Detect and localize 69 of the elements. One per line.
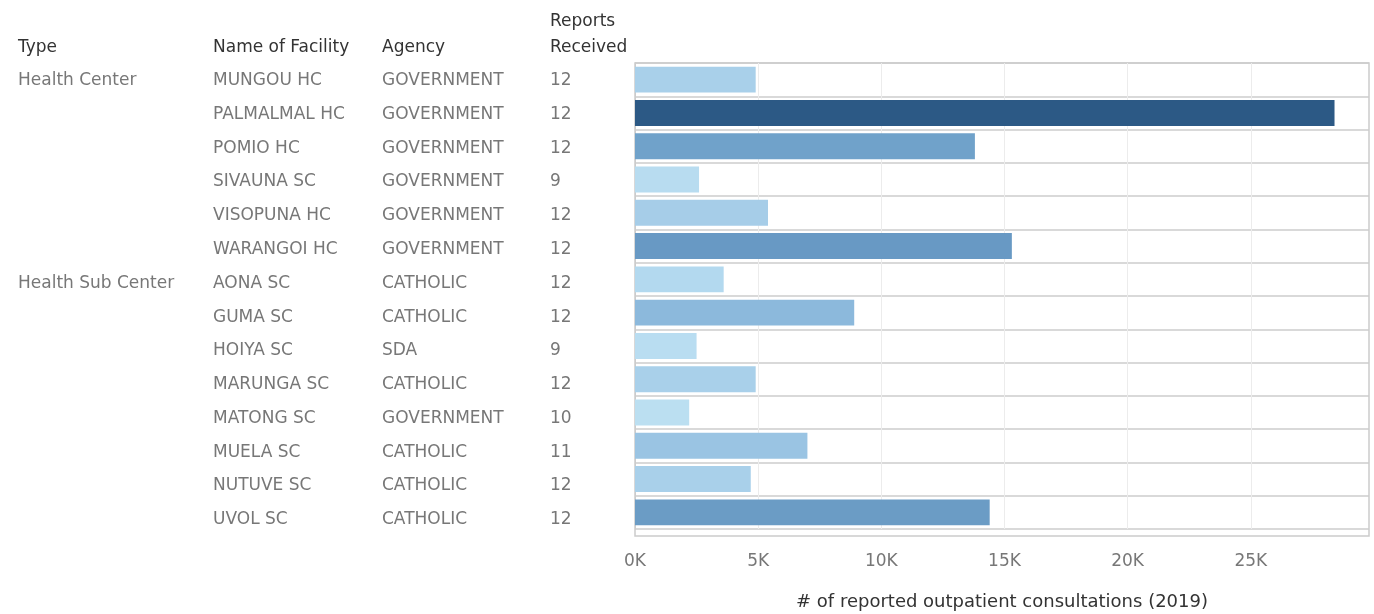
category-label: 9 [550, 338, 561, 362]
bar [635, 199, 769, 226]
category-label: UVOL SC [213, 507, 288, 531]
category-label: AONA SC [213, 270, 291, 294]
category-label: SDA [382, 338, 418, 362]
category-label: 12 [550, 236, 572, 260]
bar [635, 432, 808, 459]
category-label: 12 [550, 507, 572, 531]
category-label: WARANGOI HC [213, 236, 338, 260]
bar [635, 266, 724, 293]
text: Reports Received [550, 9, 629, 58]
category-label: 12 [550, 473, 572, 497]
text: Name of Facility [213, 35, 351, 58]
category-label: GOVERNMENT [382, 405, 504, 429]
category-label: MATONG SC [213, 405, 316, 429]
x-axis-title: # of reported outpatient consultations (2019) [796, 589, 1208, 611]
category-label: Health Center [18, 68, 137, 91]
x-tick-label: 25K [1234, 549, 1269, 570]
bar [635, 166, 700, 193]
bar [635, 66, 756, 93]
category-label: HOIYA SC [213, 338, 293, 362]
bar [635, 233, 1012, 260]
category-label: CATHOLIC [382, 270, 468, 294]
category-label: 12 [550, 101, 572, 125]
category-label: Health Sub Center [18, 270, 175, 294]
category-label: GOVERNMENT [382, 169, 504, 193]
category-label: CATHOLIC [382, 372, 468, 396]
category-label: GOVERNMENT [382, 68, 504, 91]
bar [635, 466, 751, 493]
category-label: 11 [550, 439, 572, 463]
bar [635, 133, 975, 160]
bar [635, 332, 697, 359]
category-label: GOVERNMENT [382, 236, 504, 260]
category-label: CATHOLIC [382, 304, 468, 328]
category-label: 10 [550, 405, 572, 429]
category-label: GOVERNMENT [382, 101, 504, 125]
x-tick-label: 20K [1111, 549, 1145, 570]
bar [635, 499, 990, 526]
bar [635, 299, 855, 326]
category-label: 12 [550, 304, 572, 328]
category-label: 9 [550, 169, 561, 193]
category-label: 12 [550, 270, 572, 294]
x-tick-label: 0K [624, 549, 647, 570]
category-label: MARUNGA SC [213, 372, 330, 396]
category-label: CATHOLIC [382, 439, 468, 463]
category-label: VISOPUNA HC [213, 203, 331, 227]
category-label: CATHOLIC [382, 473, 468, 497]
category-label: POMIO HC [213, 135, 300, 159]
text: Agency [382, 35, 447, 58]
bar [635, 99, 1335, 126]
category-label: NUTUVE SC [213, 473, 312, 497]
category-label: PALMALMAL HC [213, 101, 345, 125]
category-label: MUNGOU HC [213, 68, 322, 91]
category-label: MUELA SC [213, 439, 301, 463]
category-label: CATHOLIC [382, 507, 468, 531]
category-label: GUMA SC [213, 304, 293, 328]
x-tick-label: 10K [864, 549, 899, 570]
category-label: 12 [550, 203, 572, 227]
category-label: GOVERNMENT [382, 135, 504, 159]
category-label: 12 [550, 135, 572, 159]
category-label: 12 [550, 372, 572, 396]
x-tick-label: 15K [988, 549, 1022, 570]
bar [635, 366, 756, 393]
text: Type [18, 35, 59, 58]
category-label: GOVERNMENT [382, 203, 504, 227]
x-tick-label: 5K [747, 549, 770, 570]
category-label: SIVAUNA SC [213, 169, 316, 193]
category-label: 12 [550, 68, 572, 91]
bar [635, 399, 690, 426]
